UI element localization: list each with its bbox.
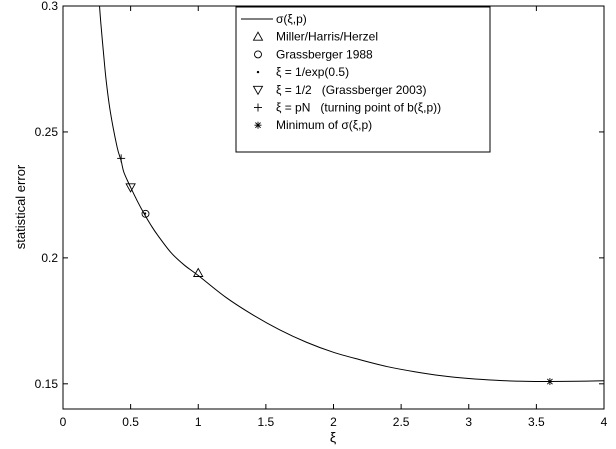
data-point-plus bbox=[117, 154, 126, 163]
y-tick-label: 0.15 bbox=[35, 377, 59, 391]
legend-marker-plus bbox=[254, 103, 262, 112]
data-point-star bbox=[546, 378, 554, 386]
legend: σ(ξ,p) Miller/Harris/Herzel Grassberger 19… bbox=[235, 6, 491, 153]
legend-marker-triangle-up bbox=[252, 31, 264, 41]
x-tick-label: 2.5 bbox=[393, 415, 410, 429]
y-tick-label: 0.25 bbox=[35, 125, 59, 139]
x-axis-label: ξ bbox=[330, 429, 336, 445]
legend-marker-dot bbox=[256, 70, 260, 74]
data-point-circle bbox=[141, 209, 150, 218]
y-tick-label: 0.3 bbox=[41, 0, 58, 13]
x-tick-label: 3.5 bbox=[528, 415, 545, 429]
x-tick-label: 0.5 bbox=[122, 415, 139, 429]
x-tick-label: 0 bbox=[60, 415, 67, 429]
legend-box bbox=[235, 6, 491, 153]
data-point-triangle-up bbox=[192, 267, 204, 277]
y-tick-label: 0.2 bbox=[41, 251, 58, 265]
data-point-dot bbox=[143, 212, 147, 215]
legend-label: ξ = pN (turning point of b(ξ,p)) bbox=[276, 101, 441, 115]
legend-marker-star bbox=[254, 121, 262, 129]
data-point-triangle-down bbox=[125, 183, 136, 193]
y-axis: 0.15 0.2 0.25 0.3 bbox=[35, 0, 604, 391]
series-line-sigma bbox=[99, 6, 604, 383]
legend-label: Grassberger 1988 bbox=[276, 47, 373, 61]
y-axis-label: statistical error bbox=[13, 164, 28, 249]
legend-label: σ(ξ,p) bbox=[276, 12, 307, 26]
legend-label: ξ = 1/2 (Grassberger 2003) bbox=[276, 83, 426, 97]
legend-label: Miller/Harris/Herzel bbox=[276, 30, 378, 44]
legend-label: Minimum of σ(ξ,p) bbox=[276, 118, 372, 132]
x-tick-label: 1.5 bbox=[258, 415, 275, 429]
x-tick-label: 2 bbox=[330, 415, 337, 429]
legend-label: ξ = 1/exp(0.5) bbox=[276, 65, 349, 79]
legend-marker-triangle-down bbox=[252, 85, 264, 96]
x-tick-label: 3 bbox=[465, 415, 472, 429]
x-tick-label: 4 bbox=[601, 415, 608, 429]
legend-marker-circle bbox=[254, 50, 262, 59]
x-axis: 0 0.5 1 1.5 2 2.5 3 3.5 4 bbox=[60, 6, 608, 429]
x-tick-label: 1 bbox=[195, 415, 202, 429]
